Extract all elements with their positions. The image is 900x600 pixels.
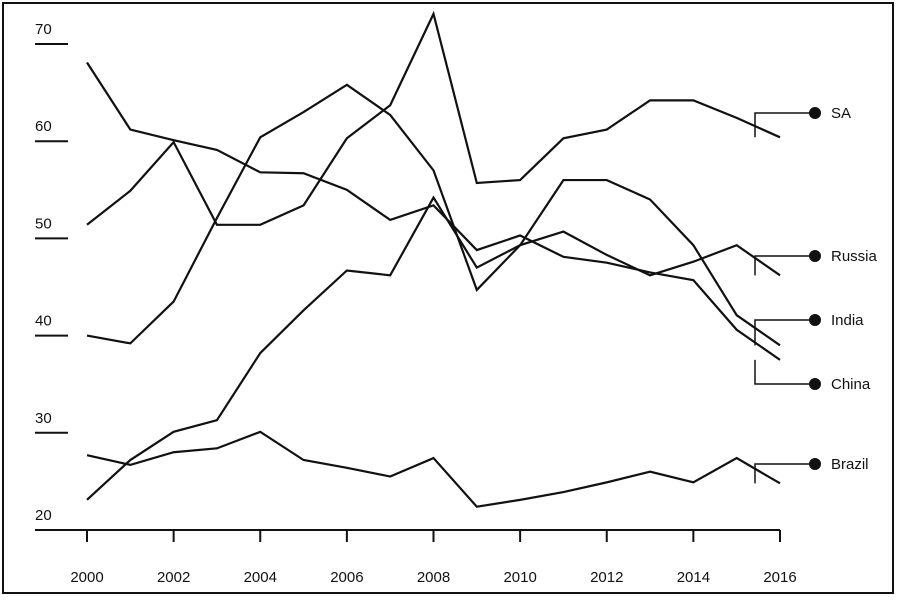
- y-tick-label: 30: [35, 410, 52, 427]
- legend-dot: [809, 314, 821, 326]
- x-tick-label: 2016: [763, 569, 796, 586]
- x-tick-label: 2002: [157, 569, 190, 586]
- legend-dot: [809, 107, 821, 119]
- x-tick-label: 2008: [417, 569, 450, 586]
- series-line: [86, 430, 781, 508]
- legend-label: China: [831, 376, 871, 393]
- legend-connector: [754, 359, 815, 385]
- x-tick-label: 2000: [70, 569, 103, 586]
- y-tick-label: 20: [35, 507, 52, 524]
- frame: [2, 2, 894, 594]
- x-tick-label: 2004: [244, 569, 277, 586]
- series-line: [86, 10, 781, 226]
- legend-dot: [809, 250, 821, 262]
- series-line: [86, 61, 781, 361]
- legend-connector: [754, 112, 815, 138]
- y-tick-label: 70: [35, 21, 52, 38]
- legend-connector: [754, 463, 815, 484]
- series-line: [86, 83, 781, 347]
- x-tick-label: 2006: [330, 569, 363, 586]
- legend-label: Russia: [831, 248, 878, 265]
- legend-label: India: [831, 312, 864, 329]
- x-tick-label: 2014: [677, 569, 710, 586]
- x-tick-label: 2010: [503, 569, 536, 586]
- legend-dot: [809, 378, 821, 390]
- y-tick-label: 50: [35, 215, 52, 232]
- series-line: [86, 195, 781, 501]
- legend-label: SA: [831, 105, 851, 122]
- legend-label: Brazil: [831, 456, 869, 473]
- y-tick-label: 60: [35, 118, 52, 135]
- x-tick-label: 2012: [590, 569, 623, 586]
- y-tick-label: 40: [35, 313, 52, 330]
- legend-connector: [754, 319, 815, 346]
- legend-connector: [754, 255, 815, 276]
- legend-dot: [809, 458, 821, 470]
